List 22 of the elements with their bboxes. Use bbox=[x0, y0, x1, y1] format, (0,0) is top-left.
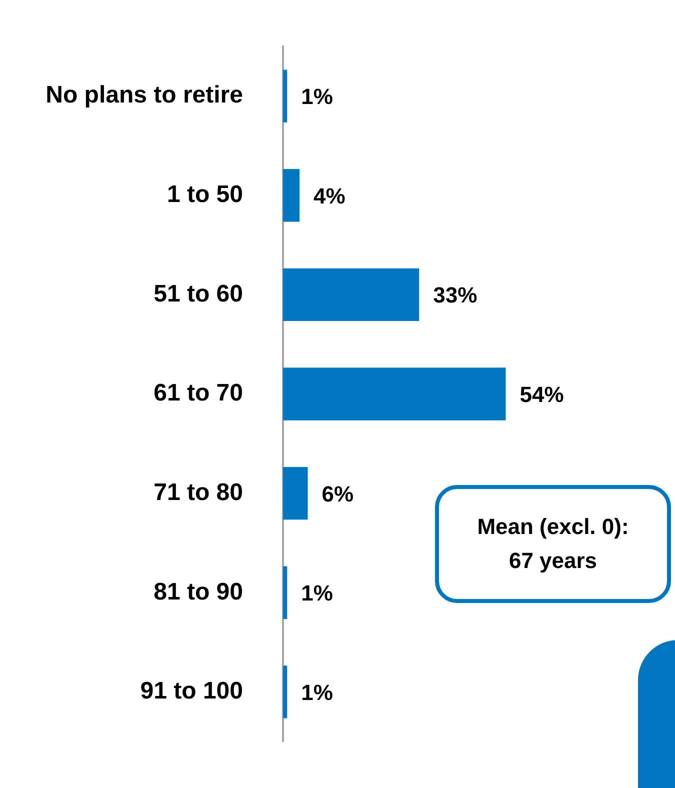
data-label: 33% bbox=[433, 282, 478, 308]
data-label: 6% bbox=[322, 481, 354, 506]
data-label: 1% bbox=[301, 580, 333, 606]
data-label: 1% bbox=[301, 84, 333, 110]
y-tick-label: 91 to 100 bbox=[140, 678, 243, 705]
data-label: 1% bbox=[301, 680, 333, 706]
y-tick-label: No plans to retire bbox=[46, 82, 243, 109]
bar bbox=[283, 268, 420, 322]
bar bbox=[283, 368, 506, 420]
y-tick-label: 1 to 50 bbox=[166, 180, 243, 208]
y-tick-label: 81 to 90 bbox=[154, 578, 243, 606]
data-label: 54% bbox=[520, 382, 564, 408]
data-label: 4% bbox=[314, 183, 346, 208]
bar bbox=[283, 70, 288, 122]
bar bbox=[283, 666, 288, 718]
y-tick-label: 51 to 60 bbox=[154, 280, 243, 308]
bar bbox=[283, 466, 308, 520]
bar bbox=[283, 169, 300, 222]
bar bbox=[283, 566, 288, 619]
y-tick-label: 71 to 80 bbox=[154, 478, 243, 506]
annotation: Mean (excl. 0): 67 years bbox=[435, 485, 671, 603]
y-tick-label: 61 to 70 bbox=[154, 380, 243, 407]
